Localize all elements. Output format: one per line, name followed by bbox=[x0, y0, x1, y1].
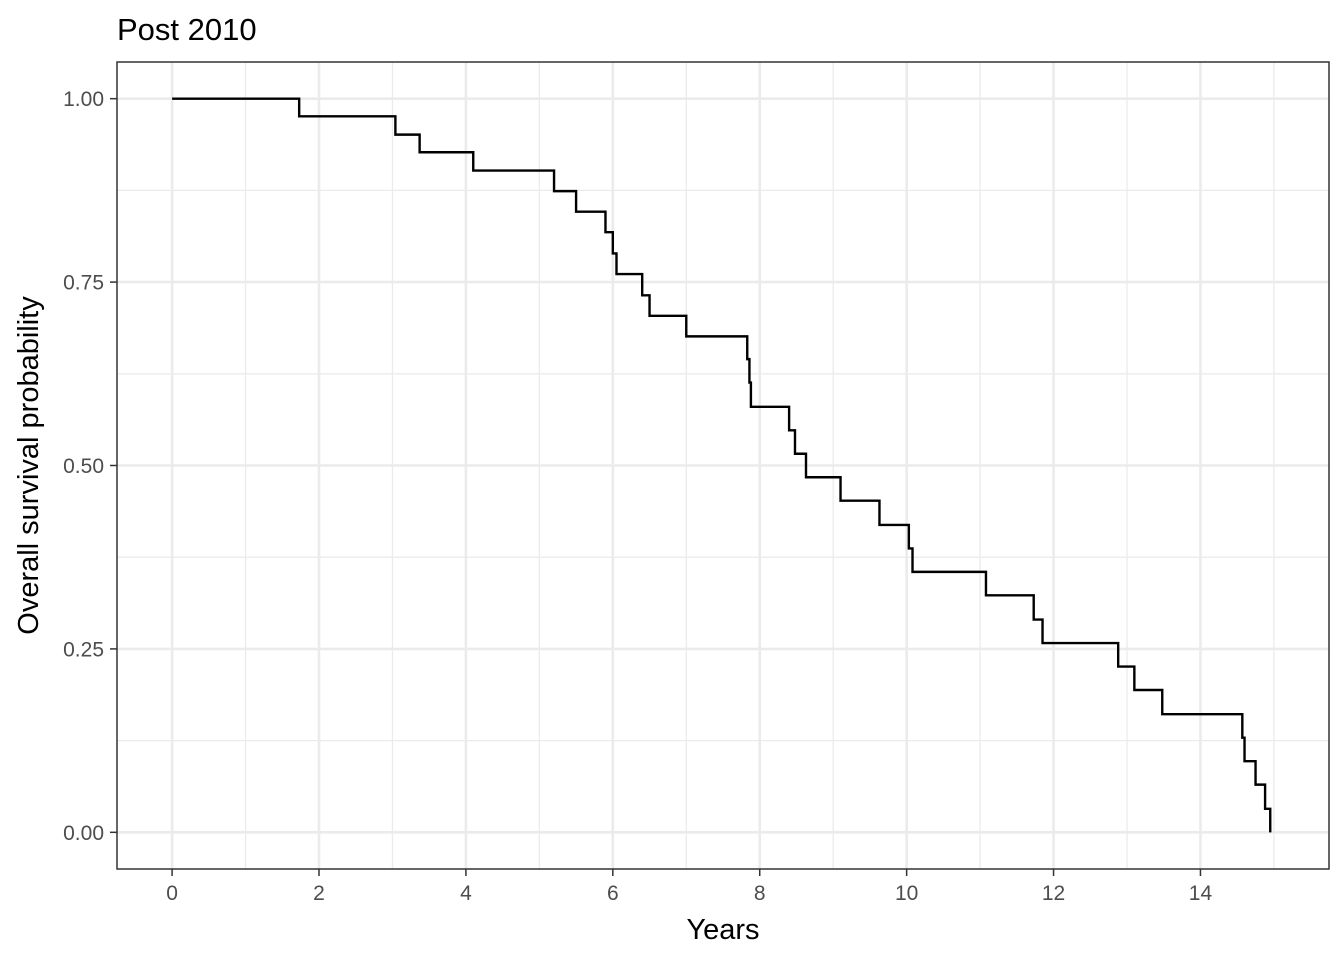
x-tick-label: 2 bbox=[313, 882, 325, 905]
x-tick-label: 10 bbox=[895, 882, 918, 905]
survival-curve-line bbox=[172, 97, 1272, 833]
x-tick-label: 4 bbox=[460, 882, 472, 905]
grid-lines bbox=[117, 62, 1329, 869]
x-tick-label: 8 bbox=[754, 882, 766, 905]
chart-title: Post 2010 bbox=[117, 12, 257, 47]
x-tick-label: 14 bbox=[1189, 882, 1213, 905]
y-tick-label: 0.00 bbox=[63, 822, 104, 845]
y-axis-label: Overall survival probability bbox=[13, 296, 45, 635]
y-tick-label: 1.00 bbox=[63, 88, 104, 111]
y-tick-label: 0.75 bbox=[63, 272, 104, 295]
x-axis: 0 2 4 6 8 10 12 14 bbox=[166, 869, 1212, 905]
x-tick-label: 0 bbox=[166, 882, 178, 905]
y-axis: 0.00 0.25 0.50 0.75 1.00 bbox=[63, 88, 117, 845]
y-tick-label: 0.25 bbox=[63, 638, 104, 661]
series-layer bbox=[172, 97, 1272, 833]
x-tick-label: 6 bbox=[607, 882, 619, 905]
x-tick-label: 12 bbox=[1042, 882, 1065, 905]
x-axis-label: Years bbox=[686, 914, 759, 946]
y-tick-label: 0.50 bbox=[63, 455, 104, 478]
